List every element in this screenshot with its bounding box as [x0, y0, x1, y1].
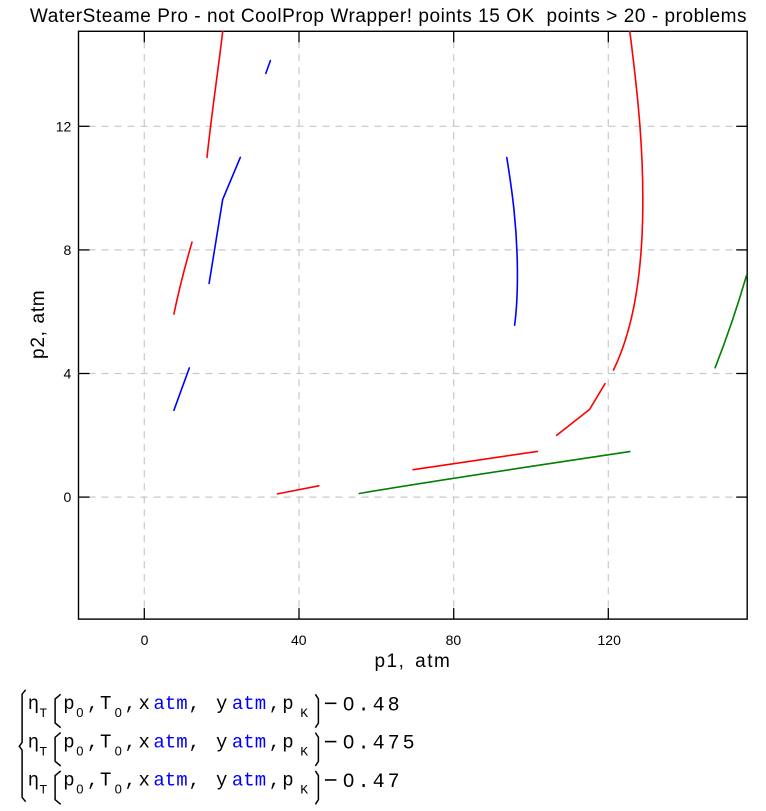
svg-text:0: 0 — [115, 743, 122, 758]
svg-text:0.47: 0.47 — [343, 771, 403, 794]
svg-text:4: 4 — [64, 366, 72, 382]
svg-text:,: , — [189, 731, 200, 753]
svg-text:,: , — [87, 770, 98, 792]
svg-text:,: , — [269, 693, 280, 715]
svg-text:p2, atm: p2, atm — [28, 290, 49, 359]
svg-text:0.475: 0.475 — [343, 733, 418, 756]
svg-text:y: y — [216, 770, 227, 792]
svg-text:0: 0 — [141, 632, 149, 648]
svg-text:,: , — [269, 770, 280, 792]
svg-text:,: , — [87, 731, 98, 753]
svg-text:120: 120 — [598, 632, 622, 648]
svg-text:T: T — [100, 693, 111, 715]
svg-text:T: T — [39, 783, 47, 798]
svg-text:atm: atm — [232, 693, 266, 715]
svg-text:,: , — [87, 693, 98, 715]
svg-text:T: T — [100, 770, 111, 792]
svg-text:η: η — [28, 693, 39, 715]
svg-text:0: 0 — [64, 489, 72, 505]
svg-text:atm: atm — [153, 693, 187, 715]
svg-text:T: T — [100, 731, 111, 753]
svg-text:y: y — [216, 693, 227, 715]
svg-text:,: , — [125, 731, 136, 753]
svg-text:η: η — [28, 770, 39, 792]
svg-text:0: 0 — [76, 743, 83, 758]
svg-text:0: 0 — [115, 705, 122, 720]
svg-text:p: p — [63, 770, 74, 792]
svg-text:K: K — [300, 783, 308, 798]
svg-text:8: 8 — [64, 242, 72, 258]
svg-text:x: x — [139, 770, 150, 792]
svg-text:atm: atm — [232, 770, 266, 792]
svg-text:p: p — [282, 731, 293, 753]
svg-text:K: K — [300, 744, 308, 759]
svg-text:atm: atm — [232, 731, 266, 753]
svg-text:η: η — [28, 731, 39, 753]
svg-text:,: , — [125, 693, 136, 715]
svg-text:p: p — [282, 693, 293, 715]
svg-text:0.48: 0.48 — [343, 694, 403, 717]
svg-text:0: 0 — [115, 782, 122, 797]
svg-text:atm: atm — [153, 770, 187, 792]
svg-text:p: p — [282, 770, 293, 792]
svg-text:80: 80 — [446, 632, 462, 648]
svg-text:T: T — [39, 706, 47, 721]
svg-text:,: , — [125, 770, 136, 792]
svg-text:,: , — [189, 770, 200, 792]
svg-text:T: T — [39, 744, 47, 759]
svg-text:,: , — [189, 693, 200, 715]
svg-text:x: x — [139, 731, 150, 753]
svg-text:p1, atm: p1, atm — [374, 651, 451, 672]
svg-text:0: 0 — [76, 782, 83, 797]
svg-text:12: 12 — [56, 118, 72, 134]
svg-text:40: 40 — [291, 632, 307, 648]
svg-text:0: 0 — [76, 705, 83, 720]
svg-text:x: x — [139, 693, 150, 715]
svg-text:p: p — [63, 693, 74, 715]
svg-text:,: , — [269, 731, 280, 753]
svg-text:p: p — [63, 731, 74, 753]
svg-text:y: y — [216, 731, 227, 753]
svg-text:atm: atm — [153, 731, 187, 753]
svg-text:K: K — [300, 706, 308, 721]
